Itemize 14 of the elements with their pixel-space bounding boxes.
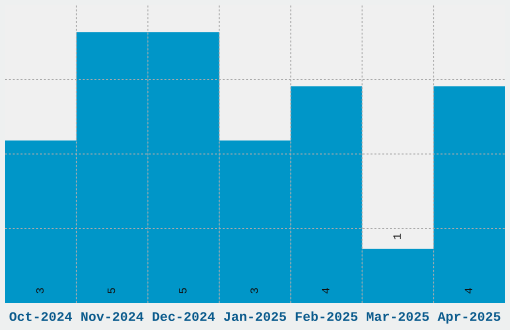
data-label: 4	[464, 288, 472, 294]
x-tick-label: Dec-2024	[152, 312, 215, 322]
data-label: 3	[36, 288, 44, 294]
x-tick-label: Oct-2024	[10, 312, 72, 322]
data-label: 5	[108, 288, 116, 294]
x-tick-label: Feb-2025	[296, 311, 358, 322]
x-tick-label: Mar-2025	[366, 312, 429, 322]
data-label: 5	[179, 288, 187, 294]
data-label: 3	[250, 288, 258, 294]
x-tick-label: Jan-2025	[224, 312, 286, 322]
data-label: 1	[393, 234, 401, 240]
x-tick-label: Nov-2024	[81, 312, 144, 322]
data-label: 4	[322, 288, 330, 294]
x-tick-label: Apr-2025	[438, 312, 500, 324]
